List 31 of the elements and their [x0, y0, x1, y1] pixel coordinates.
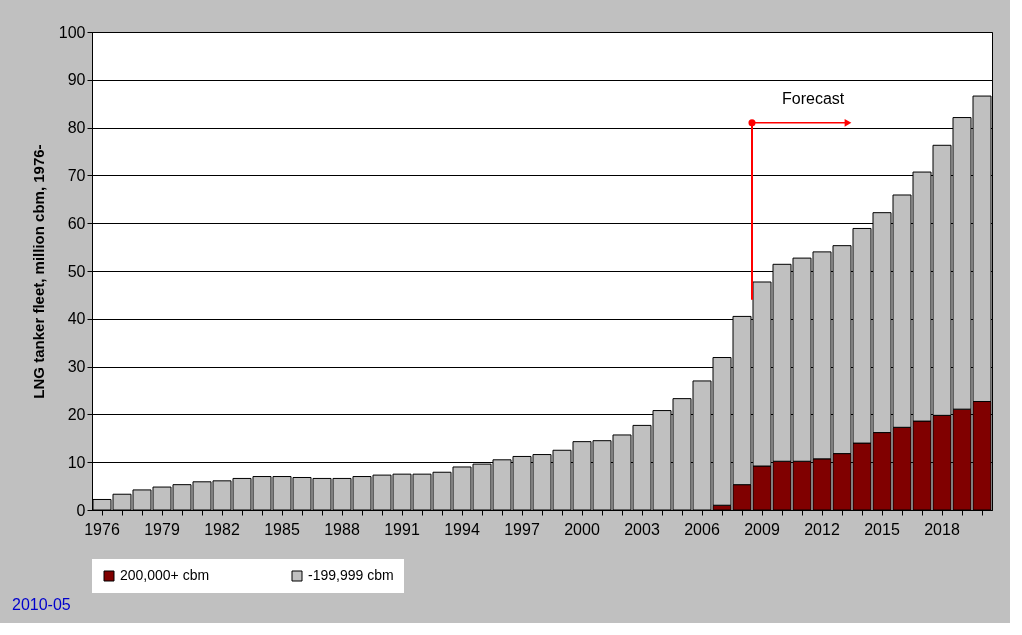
text: 2010-05	[12, 596, 71, 613]
x-tick-label: 2000	[564, 520, 600, 538]
y-tick-label: 10	[67, 453, 86, 471]
y-tick-label: 50	[67, 262, 86, 280]
x-tick-label: 1976	[84, 520, 120, 538]
x-tick-label: 1997	[504, 520, 540, 538]
y-tick-label: 60	[67, 214, 86, 232]
x-tick-label: 1979	[144, 520, 180, 538]
x-tick-label: 2009	[744, 520, 780, 538]
x-tick-label: 2012	[804, 520, 840, 538]
x-tick-label: 1994	[444, 520, 480, 538]
x-tick-label: 1988	[324, 520, 360, 538]
y-tick-label: 40	[67, 310, 86, 328]
y-tick-label: 20	[67, 405, 86, 423]
y-tick-label: 80	[67, 119, 86, 137]
y-tick-label: 30	[67, 358, 86, 376]
annotation: Forecast	[782, 89, 845, 107]
legend-label: 200,000+ cbm	[120, 567, 210, 583]
x-tick-label: 1982	[204, 520, 240, 538]
y-tick-label: 100	[58, 23, 86, 41]
y-tick-label: 90	[67, 71, 86, 89]
x-tick-label: 2015	[864, 520, 900, 538]
legend-label: -199,999 cbm	[308, 567, 394, 583]
x-tick-label: 1991	[384, 520, 420, 538]
y-tick-label: 0	[76, 501, 86, 519]
x-tick-label: 2018	[924, 520, 960, 538]
x-tick-label: 2006	[684, 520, 720, 538]
x-tick-label: 2003	[624, 520, 660, 538]
y-axis-title: LNG tanker fleet, million cbm, 1976-	[29, 144, 47, 399]
y-tick-label: 70	[67, 166, 86, 184]
x-tick-label: 1985	[264, 520, 300, 538]
